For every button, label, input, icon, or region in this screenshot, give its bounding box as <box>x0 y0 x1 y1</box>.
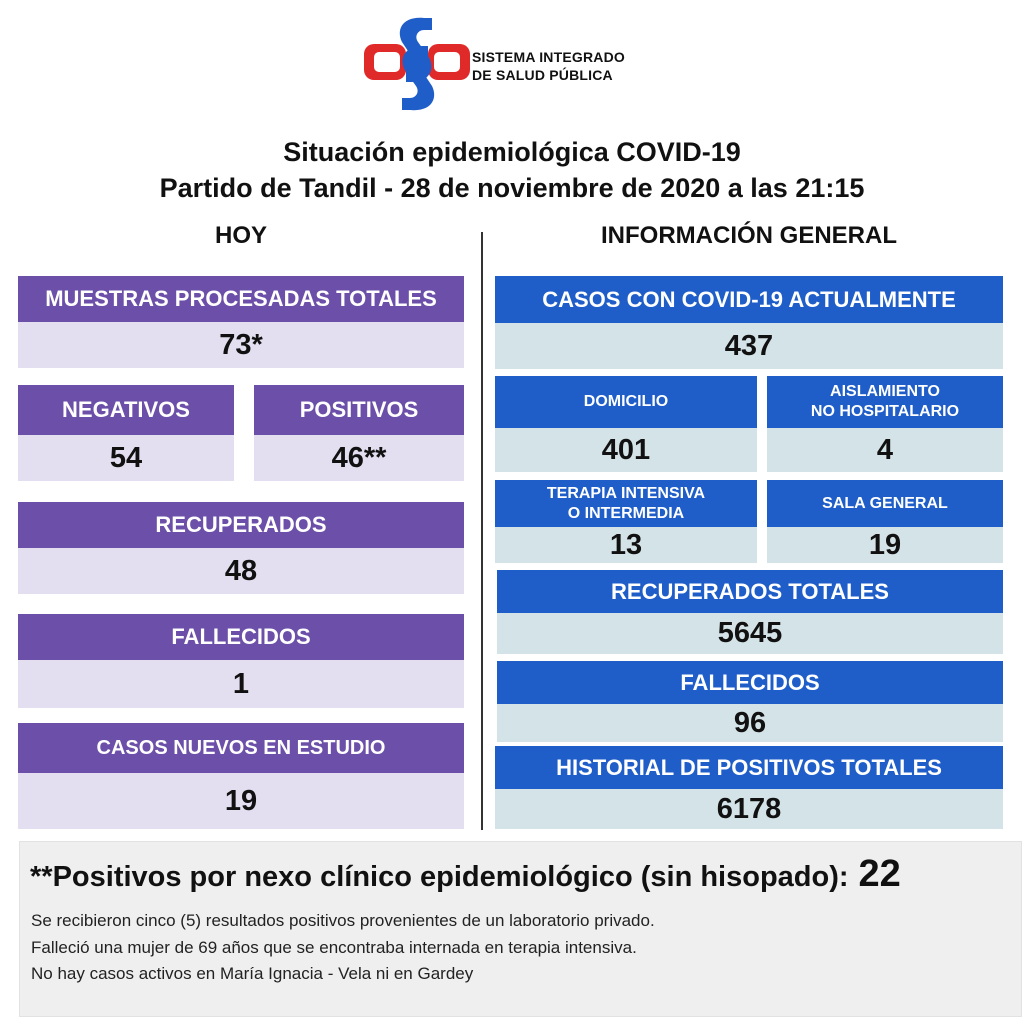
card-aislamiento-label: AISLAMIENTO NO HOSPITALARIO <box>767 376 1003 428</box>
nexo-clinico-label: **Positivos por nexo clínico epidemiológ… <box>30 861 849 893</box>
card-muestras: MUESTRAS PROCESADAS TOTALES 73* <box>18 276 464 368</box>
card-casos-actuales-label: CASOS CON COVID-19 ACTUALMENTE <box>495 276 1003 323</box>
card-casos-nuevos: CASOS NUEVOS EN ESTUDIO 19 <box>18 723 464 829</box>
card-muestras-value: 73* <box>18 322 464 368</box>
note-line-2: Falleció una mujer de 69 años que se enc… <box>31 938 637 957</box>
card-recuperados-totales: RECUPERADOS TOTALES 5645 <box>497 570 1003 654</box>
card-domicilio: DOMICILIO 401 <box>495 376 757 472</box>
card-negativos: NEGATIVOS 54 <box>18 385 234 481</box>
card-domicilio-label: DOMICILIO <box>495 376 757 428</box>
card-aislamiento-value: 4 <box>767 428 1003 472</box>
card-terapia-value: 13 <box>495 527 757 563</box>
card-fallecidos-totales-value: 96 <box>497 704 1003 742</box>
page-title: Situación epidemiológica COVID-19 <box>283 137 741 167</box>
card-recuperados-totales-value: 5645 <box>497 613 1003 654</box>
card-recuperados-totales-label: RECUPERADOS TOTALES <box>497 570 1003 613</box>
card-terapia-label: TERAPIA INTENSIVA O INTERMEDIA <box>495 480 757 527</box>
section-general-heading: INFORMACIÓN GENERAL <box>601 222 897 249</box>
card-positivos-label: POSITIVOS <box>254 385 464 435</box>
card-historial-positivos-label: HISTORIAL DE POSITIVOS TOTALES <box>495 746 1003 789</box>
logo <box>362 12 662 116</box>
card-casos-actuales-value: 437 <box>495 323 1003 369</box>
note-line-1: Se recibieron cinco (5) resultados posit… <box>31 911 655 930</box>
logo-line-2: DE SALUD PÚBLICA <box>472 67 613 83</box>
card-terapia: TERAPIA INTENSIVA O INTERMEDIA 13 <box>495 480 757 563</box>
card-positivos: POSITIVOS 46** <box>254 385 464 481</box>
card-casos-actuales: CASOS CON COVID-19 ACTUALMENTE 437 <box>495 276 1003 369</box>
card-aislamiento-label-line1: AISLAMIENTO <box>830 383 940 400</box>
card-recuperados-hoy-value: 48 <box>18 548 464 594</box>
card-fallecidos-totales-label: FALLECIDOS <box>497 661 1003 704</box>
card-casos-nuevos-value: 19 <box>18 773 464 829</box>
notes-panel <box>19 841 1022 1017</box>
card-fallecidos-hoy: FALLECIDOS 1 <box>18 614 464 708</box>
card-fallecidos-totales: FALLECIDOS 96 <box>497 661 1003 742</box>
card-sala-general: SALA GENERAL 19 <box>767 480 1003 563</box>
card-fallecidos-hoy-label: FALLECIDOS <box>18 614 464 660</box>
sisp-logo-icon <box>364 17 470 111</box>
nexo-clinico-value: 22 <box>858 853 901 895</box>
card-terapia-label-line1: TERAPIA INTENSIVA <box>546 484 706 502</box>
card-recuperados-hoy-label: RECUPERADOS <box>18 502 464 548</box>
card-aislamiento-label-line2: NO HOSPITALARIO <box>810 403 960 420</box>
card-recuperados-hoy: RECUPERADOS 48 <box>18 502 464 594</box>
card-historial-positivos-value: 6178 <box>495 789 1003 829</box>
card-terapia-label-line2: O INTERMEDIA <box>567 504 685 522</box>
page-subtitle: Partido de Tandil - 28 de noviembre de 2… <box>159 173 865 203</box>
card-muestras-label: MUESTRAS PROCESADAS TOTALES <box>18 276 464 322</box>
card-negativos-label: NEGATIVOS <box>18 385 234 435</box>
nexo-clinico-line: **Positivos por nexo clínico epidemiológ… <box>30 853 901 896</box>
column-divider <box>481 232 483 830</box>
card-domicilio-value: 401 <box>495 428 757 472</box>
card-negativos-value: 54 <box>18 435 234 481</box>
logo-text: SISTEMA INTEGRADO DE SALUD PÚBLICA <box>472 48 625 84</box>
card-positivos-value: 46** <box>254 435 464 481</box>
card-aislamiento: AISLAMIENTO NO HOSPITALARIO 4 <box>767 376 1003 472</box>
card-fallecidos-hoy-value: 1 <box>18 660 464 708</box>
note-line-3: No hay casos activos en María Ignacia - … <box>31 964 474 983</box>
card-sala-general-label: SALA GENERAL <box>767 480 1003 527</box>
card-sala-general-value: 19 <box>767 527 1003 563</box>
logo-line-1: SISTEMA INTEGRADO <box>472 49 625 65</box>
section-today-heading: HOY <box>214 222 267 249</box>
card-historial-positivos: HISTORIAL DE POSITIVOS TOTALES 6178 <box>495 746 1003 829</box>
card-casos-nuevos-label: CASOS NUEVOS EN ESTUDIO <box>18 723 464 773</box>
